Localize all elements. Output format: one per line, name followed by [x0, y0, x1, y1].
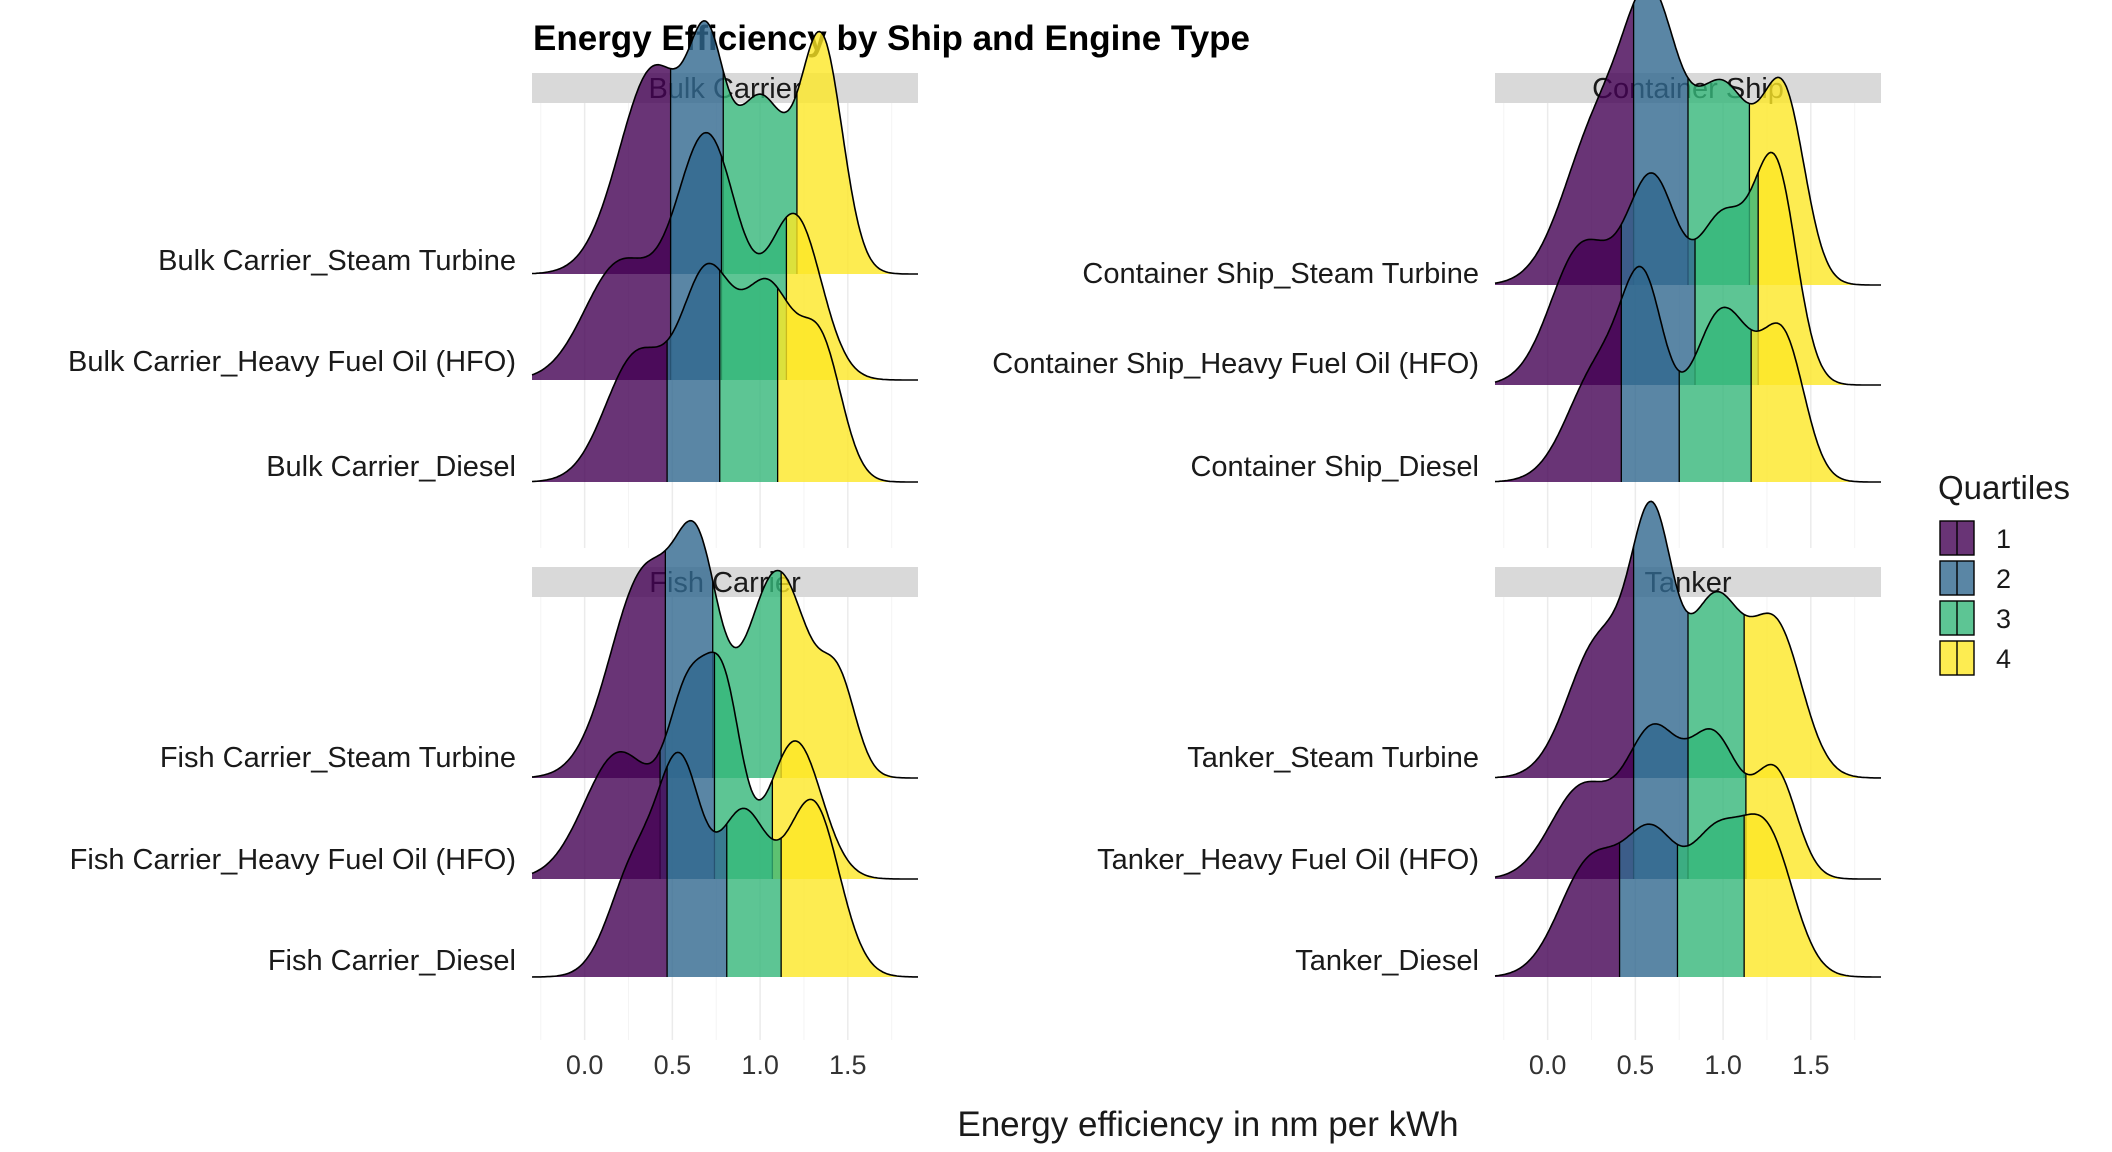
quartile-4-area	[1744, 814, 1881, 977]
quartile-1-area	[1495, 747, 1634, 879]
x-tick-label: 1.0	[741, 1050, 779, 1080]
quartile-1-area	[1495, 224, 1622, 385]
density-outline	[531, 519, 918, 779]
y-tick-label: Tanker_Heavy Fuel Oil (HFO)	[1097, 844, 1479, 876]
density-outline	[1494, 0, 1881, 286]
density-outline	[531, 651, 918, 880]
y-tick-label: Bulk Carrier_Heavy Fuel Oil (HFO)	[68, 346, 516, 378]
x-tick-label: 0.5	[1617, 1050, 1655, 1080]
density-outline	[532, 19, 918, 275]
facet-strip	[532, 567, 918, 597]
legend-label: 1	[1996, 524, 2011, 554]
y-tick-label: Container Ship_Diesel	[1190, 451, 1479, 483]
legend-label: 3	[1996, 604, 2011, 634]
density-outline	[1494, 151, 1881, 386]
density-outline	[1494, 723, 1881, 880]
quartile-1-area	[1495, 842, 1620, 977]
ridge-tanker-steam-turbine	[1494, 500, 1881, 779]
quartile-3-area	[1677, 815, 1745, 977]
x-tick-label: 0.0	[1529, 1050, 1567, 1080]
quartile-1-area	[532, 64, 671, 274]
quartile-3-area	[726, 808, 782, 977]
quartile-1-area	[532, 340, 668, 482]
legend-label: 4	[1996, 644, 2011, 674]
y-tick-label: Container Ship_Steam Turbine	[1082, 258, 1479, 290]
quartile-4-area	[1751, 323, 1881, 482]
quartile-2-area	[1633, 501, 1688, 778]
x-tick-label: 1.5	[829, 1050, 867, 1080]
density-outline	[1494, 500, 1881, 779]
ridge-bulk-carrier-diesel	[531, 262, 918, 483]
y-tick-label: Fish Carrier_Steam Turbine	[160, 742, 516, 774]
chart-title: Energy Efficiency by Ship and Engine Typ…	[533, 19, 1250, 58]
legend-label: 2	[1996, 564, 2011, 594]
legend-item-2: 2	[1939, 560, 2011, 596]
density-outline	[1494, 813, 1881, 978]
ridge-fish-carrier-diesel	[531, 751, 918, 978]
quartile-3-area	[719, 270, 778, 482]
legend-item-3: 3	[1939, 600, 2011, 636]
legend-keys: 1 2 3 4	[1939, 520, 2011, 676]
facet-strip	[1495, 567, 1881, 597]
y-tick-label: Container Ship_Heavy Fuel Oil (HFO)	[992, 348, 1479, 380]
ridge-container-ship-diesel	[1494, 265, 1881, 483]
quartile-4-area	[1744, 613, 1881, 778]
y-tick-label: Fish Carrier_Diesel	[268, 945, 516, 977]
quartile-4-area	[781, 571, 918, 778]
y-tick-label: Tanker_Diesel	[1295, 945, 1479, 977]
quartile-1-area	[532, 550, 666, 778]
y-tick-label: Tanker_Steam Turbine	[1187, 742, 1479, 774]
y-tick-label: Fish Carrier_Heavy Fuel Oil (HFO)	[70, 844, 516, 876]
x-tick-label: 1.5	[1792, 1050, 1830, 1080]
quartile-4-area	[796, 31, 918, 274]
density-outline	[531, 262, 918, 483]
legend-item-4: 4	[1939, 640, 2011, 676]
quartile-4-area	[777, 287, 918, 482]
quartile-1-area	[1495, 299, 1622, 482]
quartile-2-area	[667, 752, 727, 977]
density-outline	[1494, 265, 1881, 483]
ridge-tanker-diesel	[1494, 813, 1881, 978]
quartile-4-area	[781, 799, 918, 977]
legend: Quartiles 1 2 3 4	[1938, 469, 2070, 676]
density-outline	[531, 131, 918, 381]
x-tick-label: 0.5	[654, 1050, 692, 1080]
x-axis-title: Energy efficiency in nm per kWh	[957, 1105, 1458, 1144]
quartile-2-area	[1621, 266, 1680, 482]
quartile-2-area	[1619, 824, 1678, 977]
density-outline	[531, 751, 918, 978]
legend-title: Quartiles	[1938, 469, 2070, 506]
legend-item-1: 1	[1939, 520, 2011, 556]
quartile-1-area	[532, 766, 668, 977]
x-tick-label: 1.0	[1704, 1050, 1742, 1080]
quartile-1-area	[532, 750, 661, 879]
y-tick-label: Bulk Carrier_Diesel	[266, 451, 516, 483]
quartile-1-area	[1495, 3, 1634, 285]
x-tick-label: 0.0	[566, 1050, 604, 1080]
ridge-bulk-carrier-steam-turbine	[532, 19, 918, 275]
quartile-1-area	[1495, 546, 1634, 778]
y-tick-label: Bulk Carrier_Steam Turbine	[158, 245, 516, 277]
